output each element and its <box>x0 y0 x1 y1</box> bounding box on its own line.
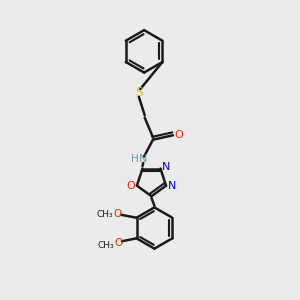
Text: O: O <box>114 238 122 248</box>
Text: N: N <box>162 162 170 172</box>
Text: CH₃: CH₃ <box>98 241 114 250</box>
Text: H: H <box>131 154 139 164</box>
Text: N: N <box>168 181 177 191</box>
Text: O: O <box>113 209 122 219</box>
Text: O: O <box>126 181 135 190</box>
Text: CH₃: CH₃ <box>97 210 113 219</box>
Text: O: O <box>174 130 183 140</box>
Text: S: S <box>135 86 142 99</box>
Text: N: N <box>139 154 147 164</box>
